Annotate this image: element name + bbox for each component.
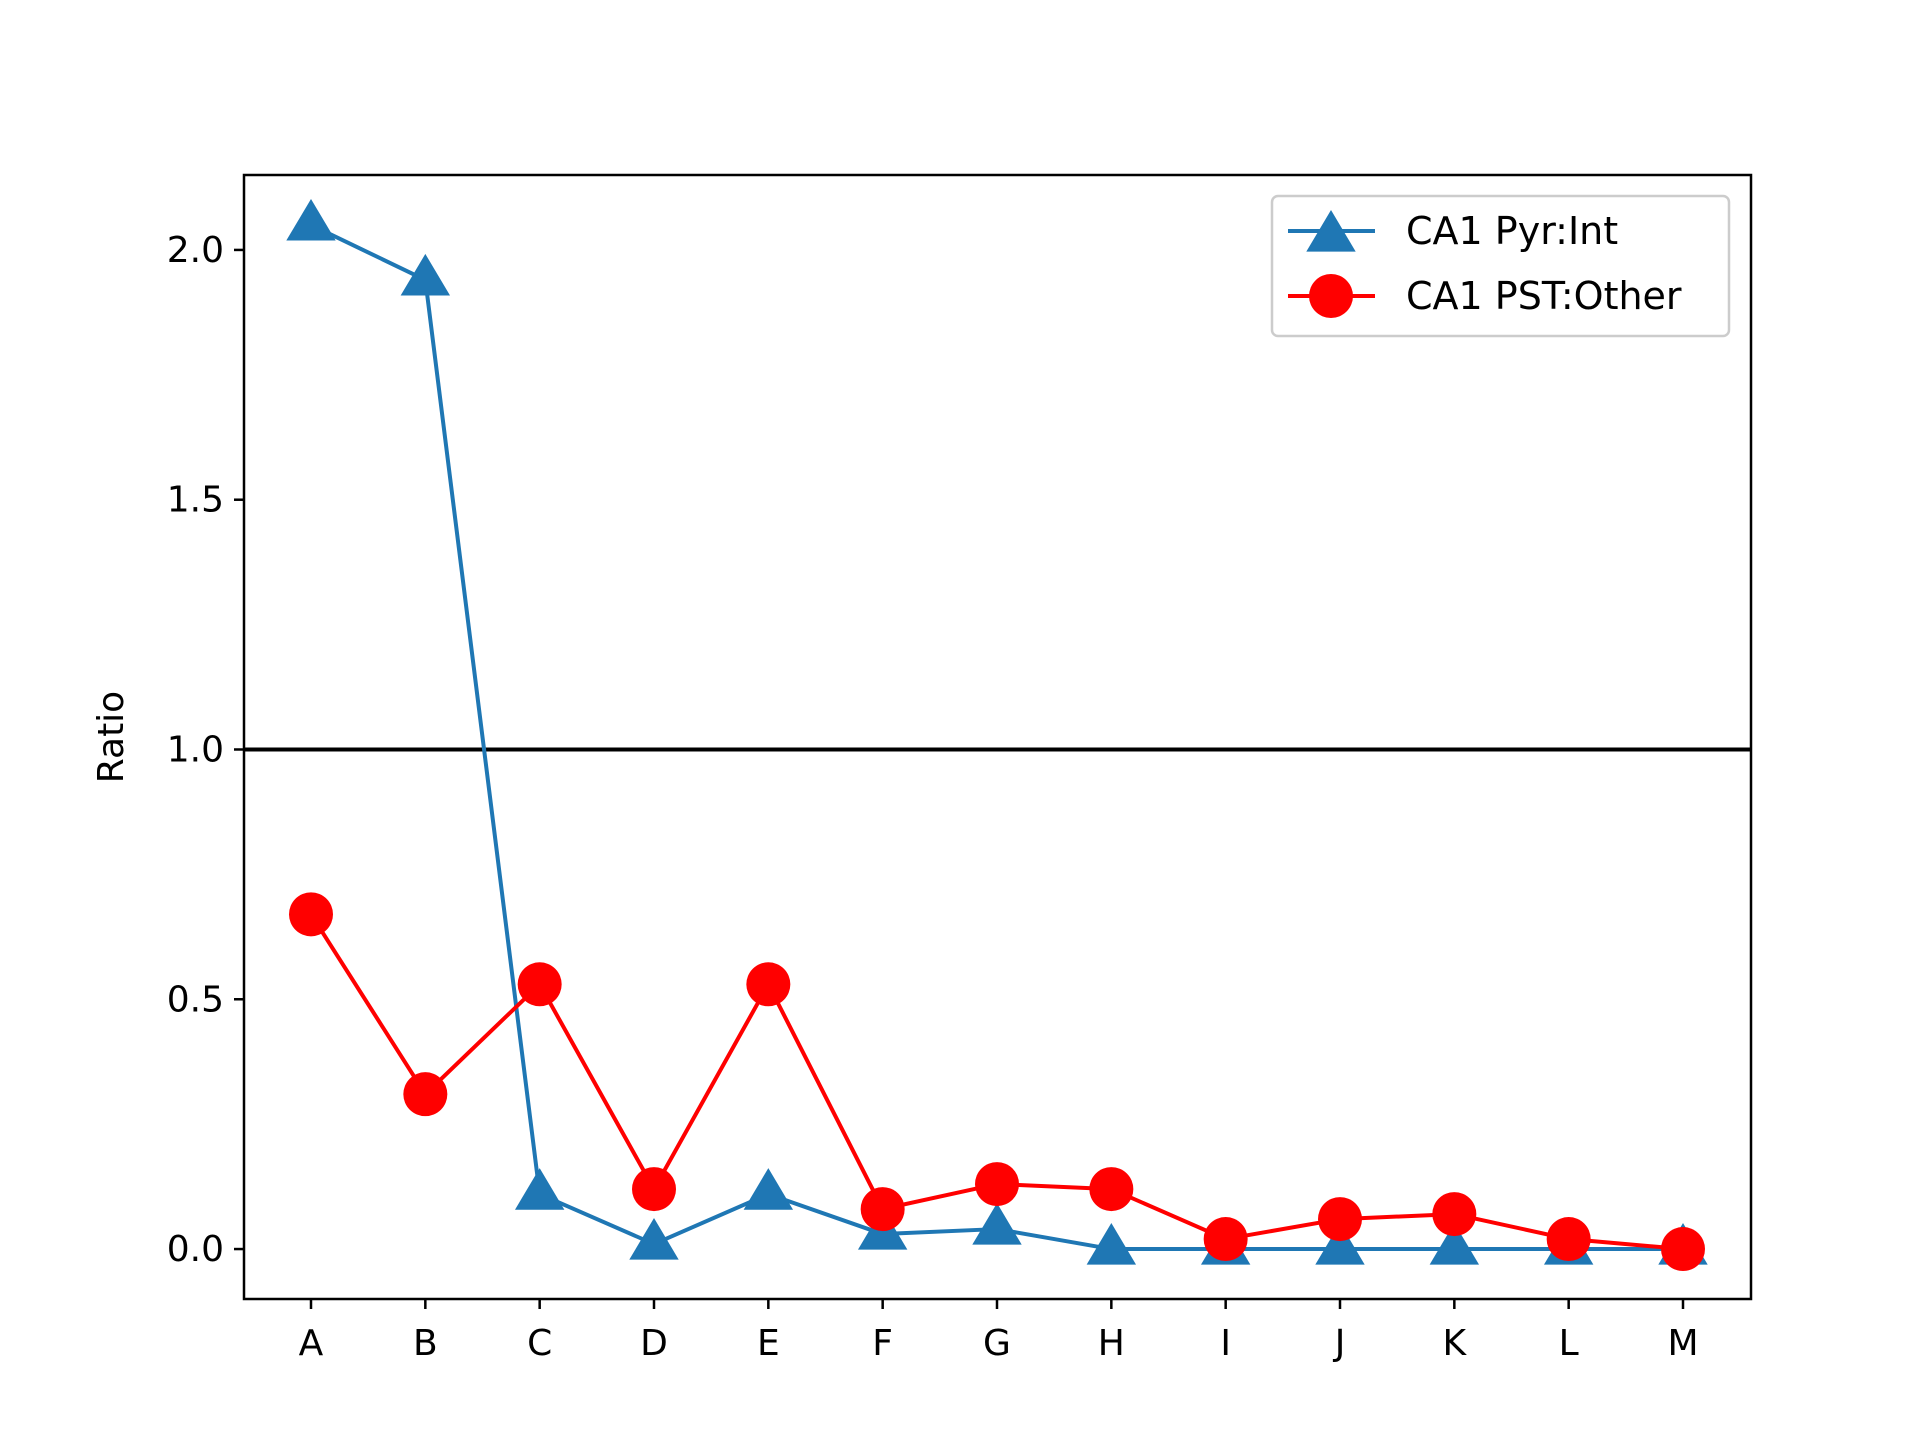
x-tick-label-D: D (640, 1323, 668, 1364)
x-tick-label-L: L (1559, 1323, 1579, 1364)
legend-marker-pyr-int (1306, 210, 1356, 252)
x-tick-label-J: J (1333, 1323, 1346, 1364)
data-point-ca1-pyr-int-A (286, 198, 336, 241)
data-point-ca1-pst-other-C (517, 962, 562, 1007)
y-tick-label-4: 2.0 (167, 230, 224, 271)
x-tick-label-H: H (1098, 1323, 1125, 1364)
data-point-ca1-pst-other-F (860, 1187, 905, 1232)
legend-box (1270, 194, 1731, 338)
y-tick-label-1: 0.5 (167, 979, 224, 1020)
axes (242, 173, 1753, 1301)
legend: CA1 Pyr:Int CA1 PST:Other (1270, 194, 1731, 338)
data-point-ca1-pst-other-B (403, 1072, 448, 1117)
x-tick-label-E: E (757, 1323, 780, 1364)
plot-frame (242, 173, 1753, 1301)
x-tick-label-K: K (1443, 1323, 1468, 1364)
y-tick-label-3: 1.5 (167, 480, 224, 521)
x-tick-label-G: G (983, 1323, 1011, 1364)
x-tick-label-M: M (1667, 1323, 1698, 1364)
legend-entry-pst-other: CA1 PST:Other (1288, 274, 1682, 318)
legend-marker-pst-other (1309, 274, 1353, 318)
data-point-ca1-pst-other-A (289, 892, 333, 937)
x-tick-label-A: A (299, 1323, 324, 1364)
legend-label-pst-other: CA1 PST:Other (1406, 274, 1682, 318)
y-tick-label-0: 0.0 (167, 1229, 224, 1270)
data-point-ca1-pyr-int-K (1429, 1223, 1480, 1265)
x-tick-label-I: I (1220, 1323, 1231, 1364)
data-point-ca1-pst-other-K (1432, 1192, 1477, 1237)
series-line-ca1-pyr-int (310, 223, 1683, 1252)
legend-entry-pyr-int: CA1 Pyr:Int (1288, 209, 1618, 253)
data-point-ca1-pyr-int-D (629, 1218, 679, 1260)
data-point-ca1-pst-other-E (746, 962, 791, 1007)
y-axis-label: Ratio (91, 691, 132, 783)
legend-label-pyr-int: CA1 Pyr:Int (1406, 209, 1618, 253)
data-point-ca1-pyr-int-C (514, 1168, 565, 1210)
x-axis-ticks: A B C D E F G H I J K L M (299, 1299, 1699, 1364)
data-point-ca1-pyr-int-G (972, 1203, 1022, 1245)
data-point-ca1-pst-other-D (632, 1167, 676, 1212)
data-point-ca1-pyr-int-E (743, 1168, 794, 1210)
data-point-ca1-pyr-int-J (1315, 1223, 1365, 1265)
series-group (286, 198, 1708, 1272)
x-tick-label-B: B (413, 1323, 438, 1364)
y-tick-label-2: 1.0 (167, 729, 224, 770)
data-point-ca1-pyr-int-B (400, 253, 451, 296)
data-point-ca1-pst-other-H (1089, 1167, 1134, 1212)
data-point-ca1-pst-other-J (1318, 1197, 1362, 1242)
x-tick-label-F: F (872, 1323, 893, 1364)
data-point-ca1-pst-other-M (1661, 1227, 1705, 1272)
y-axis-ticks: 0.0 0.5 1.0 1.5 2.0 (167, 230, 244, 1270)
data-point-ca1-pyr-int-H (1086, 1223, 1137, 1265)
data-point-ca1-pst-other-I (1203, 1217, 1248, 1262)
data-point-ca1-pst-other-L (1546, 1217, 1591, 1262)
x-tick-label-C: C (527, 1323, 552, 1364)
data-point-ca1-pst-other-G (975, 1162, 1019, 1207)
